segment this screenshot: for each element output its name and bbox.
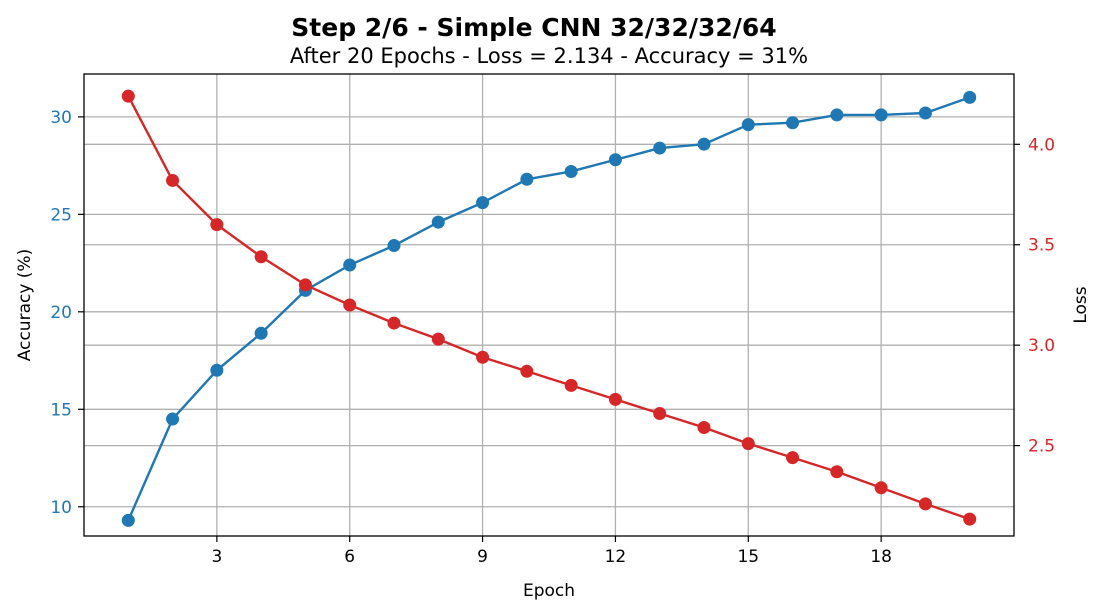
y-right-tick-label: 2.5	[1028, 437, 1055, 457]
chart-title: Step 2/6 - Simple CNN 32/32/32/64	[291, 13, 776, 42]
y-right-tick-label: 3.0	[1028, 336, 1055, 356]
accuracy-point	[963, 90, 977, 104]
loss-point	[254, 250, 268, 264]
accuracy-point	[874, 108, 888, 122]
y-left-tick-label: 30	[50, 108, 72, 128]
loss-series-line	[127, 95, 971, 521]
loss-point	[476, 350, 490, 364]
x-tick-label: 9	[477, 547, 488, 567]
y-left-tick-label: 20	[50, 303, 72, 323]
accuracy-point	[741, 118, 755, 132]
ticks: 3 6 9 12 15 18 10 15 20 25 30 2.5 3.0 3.5 4.0	[50, 108, 1055, 567]
accuracy-point	[343, 258, 357, 272]
loss-point	[387, 316, 401, 330]
loss-point	[874, 481, 888, 495]
accuracy-point	[564, 164, 578, 178]
accuracy-point	[166, 412, 180, 426]
chart-subtitle: After 20 Epochs - Loss = 2.134 - Accurac…	[290, 44, 808, 68]
loss-point	[121, 89, 135, 103]
x-tick-label: 12	[605, 547, 627, 567]
loss-point	[653, 406, 667, 420]
accuracy-point	[254, 326, 268, 340]
loss-point	[564, 378, 578, 392]
loss-point	[963, 512, 977, 526]
accuracy-point	[918, 106, 932, 120]
accuracy-point	[608, 153, 622, 167]
x-tick-label: 3	[211, 547, 222, 567]
x-tick-label: 18	[870, 547, 892, 567]
grid	[84, 74, 1014, 536]
loss-point	[608, 392, 622, 406]
accuracy-point	[786, 116, 800, 130]
x-tick-label: 6	[344, 547, 355, 567]
y-left-tick-label: 25	[50, 205, 72, 225]
loss-point	[830, 465, 844, 479]
loss-point	[697, 421, 711, 435]
loss-point	[343, 298, 357, 312]
y-right-tick-label: 3.5	[1028, 236, 1055, 256]
accuracy-point	[830, 108, 844, 122]
loss-point	[298, 278, 312, 292]
loss-point	[520, 364, 534, 378]
accuracy-point	[121, 513, 135, 527]
y-left-tick-label: 15	[50, 400, 72, 420]
y-left-tick-label: 10	[50, 498, 72, 518]
loss-point	[166, 173, 180, 187]
plot-frame	[83, 73, 1015, 537]
series-layer	[121, 89, 977, 527]
accuracy-point	[431, 215, 445, 229]
accuracy-point	[387, 239, 401, 253]
y-right-tick-label: 4.0	[1028, 135, 1055, 155]
accuracy-point	[476, 196, 490, 210]
accuracy-point	[520, 172, 534, 186]
loss-point	[210, 218, 224, 232]
accuracy-series-line	[127, 96, 971, 521]
accuracy-point	[210, 363, 224, 377]
loss-point	[431, 332, 445, 346]
loss-point	[918, 497, 932, 511]
x-tick-label: 15	[737, 547, 759, 567]
accuracy-point	[697, 137, 711, 151]
loss-point	[786, 451, 800, 465]
x-axis-label: Epoch	[523, 581, 575, 601]
y-axis-left-label: Accuracy (%)	[15, 249, 35, 361]
accuracy-point	[653, 141, 667, 155]
loss-point	[741, 437, 755, 451]
y-axis-right-label: Loss	[1071, 286, 1091, 323]
